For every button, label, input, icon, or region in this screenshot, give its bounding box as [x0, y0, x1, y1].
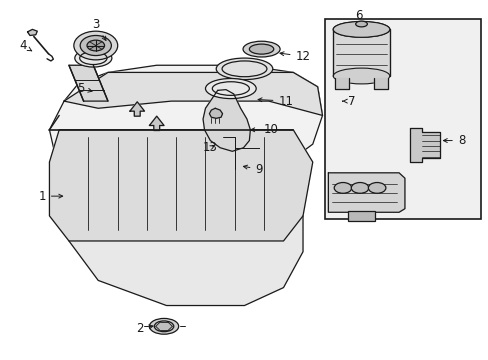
Polygon shape — [69, 65, 108, 101]
Text: 10: 10 — [250, 123, 278, 136]
Ellipse shape — [149, 319, 178, 334]
Text: 3: 3 — [92, 18, 106, 40]
Ellipse shape — [332, 68, 389, 84]
Bar — [325, 19, 480, 220]
Polygon shape — [409, 128, 439, 162]
Text: 2: 2 — [136, 322, 153, 335]
Bar — [332, 30, 389, 76]
Ellipse shape — [350, 183, 368, 193]
Polygon shape — [27, 30, 37, 36]
Polygon shape — [328, 173, 404, 212]
Text: 9: 9 — [243, 163, 263, 176]
Bar — [347, 211, 374, 221]
Ellipse shape — [216, 58, 272, 80]
Text: 5: 5 — [77, 82, 92, 95]
Ellipse shape — [355, 21, 366, 27]
Polygon shape — [149, 116, 163, 131]
Polygon shape — [49, 65, 322, 184]
Text: 7: 7 — [342, 95, 355, 108]
Ellipse shape — [74, 31, 118, 60]
Text: 13: 13 — [203, 141, 217, 154]
Ellipse shape — [75, 49, 112, 67]
Text: 4: 4 — [19, 39, 32, 52]
Ellipse shape — [87, 40, 104, 51]
Text: 12: 12 — [280, 50, 310, 63]
Ellipse shape — [205, 78, 256, 99]
Text: 11: 11 — [258, 95, 293, 108]
Text: 6: 6 — [355, 9, 362, 22]
Ellipse shape — [154, 321, 173, 332]
Ellipse shape — [80, 36, 111, 55]
Polygon shape — [373, 78, 387, 89]
Ellipse shape — [332, 22, 389, 37]
Polygon shape — [203, 90, 250, 151]
Ellipse shape — [367, 183, 385, 193]
Ellipse shape — [249, 44, 273, 54]
Polygon shape — [49, 130, 312, 241]
Polygon shape — [334, 78, 348, 89]
Polygon shape — [64, 72, 322, 116]
Polygon shape — [130, 102, 144, 116]
Ellipse shape — [333, 183, 351, 193]
Ellipse shape — [332, 22, 389, 37]
Text: 8: 8 — [443, 134, 464, 147]
Text: 1: 1 — [39, 190, 62, 203]
Polygon shape — [69, 216, 303, 306]
Polygon shape — [209, 108, 222, 118]
Ellipse shape — [243, 41, 280, 57]
